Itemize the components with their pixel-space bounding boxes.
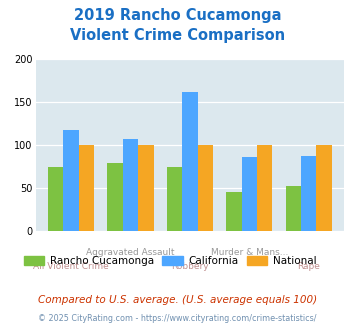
Bar [167,167,182,231]
Bar [182,92,198,231]
Bar [123,139,138,231]
Bar [48,167,64,231]
Bar [64,130,79,231]
Text: Rape: Rape [297,262,320,271]
Bar [316,145,332,231]
Bar [257,145,273,231]
Bar [79,145,94,231]
Bar [301,156,316,231]
Bar [138,145,154,231]
Bar [198,145,213,231]
Text: Murder & Mans...: Murder & Mans... [211,248,288,257]
Text: All Violent Crime: All Violent Crime [33,262,109,271]
Text: Compared to U.S. average. (U.S. average equals 100): Compared to U.S. average. (U.S. average … [38,295,317,305]
Text: 2019 Rancho Cucamonga: 2019 Rancho Cucamonga [74,8,281,23]
Text: Aggravated Assault: Aggravated Assault [86,248,175,257]
Bar [226,191,242,231]
Text: Robbery: Robbery [171,262,209,271]
Text: Violent Crime Comparison: Violent Crime Comparison [70,28,285,43]
Text: © 2025 CityRating.com - https://www.cityrating.com/crime-statistics/: © 2025 CityRating.com - https://www.city… [38,314,317,323]
Bar [285,186,301,231]
Bar [242,157,257,231]
Bar [107,163,123,231]
Legend: Rancho Cucamonga, California, National: Rancho Cucamonga, California, National [20,252,321,270]
